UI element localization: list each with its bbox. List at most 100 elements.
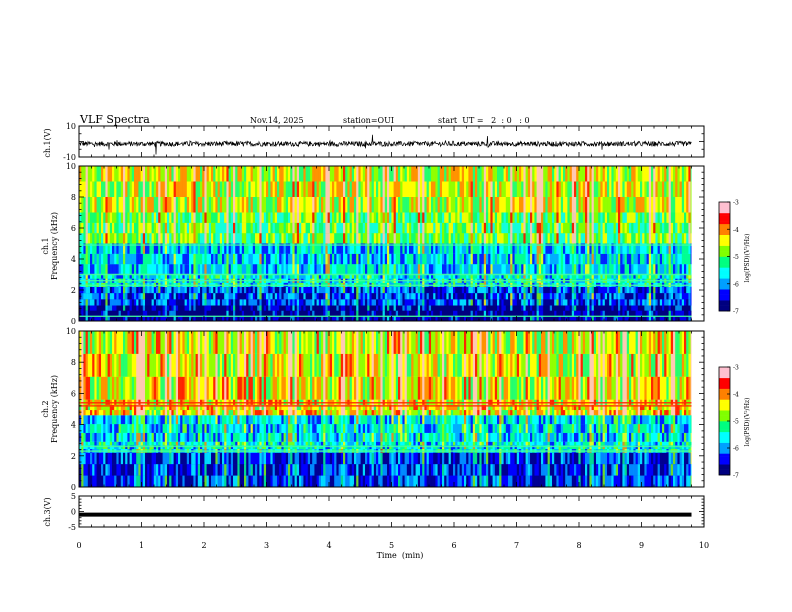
ch1-spectro-cell	[362, 253, 366, 265]
ch1-spectro-cell	[673, 305, 676, 311]
ch1-spectro-cell	[96, 286, 99, 294]
ch1-spectro-cell	[294, 243, 297, 254]
ch1-spectro-cell	[246, 233, 249, 244]
ch1-spectro-cell	[362, 181, 366, 197]
ch1-spectro-cell	[585, 305, 588, 311]
ch1-spectro-cell	[230, 253, 234, 265]
ch1-spectro-cell	[642, 293, 645, 300]
ch1-spectro-cell	[666, 310, 669, 316]
ch1-spectro-cell	[558, 315, 561, 321]
ch1-spectro-cell	[215, 299, 218, 306]
ch1-spectro-cell	[464, 243, 467, 254]
ch1-spectro-cell	[292, 222, 295, 234]
ch1-spectro-cell	[479, 233, 482, 244]
ch1-spectro-cell	[235, 310, 238, 316]
ch1-spectro-cell	[576, 286, 579, 294]
ch1-spectro-cell	[356, 299, 359, 306]
ch1-spectro-cell	[365, 293, 368, 300]
ch1-spectro-cell	[653, 166, 656, 182]
ch1-spectro-cell	[338, 233, 341, 244]
ch1-spectro-cell	[103, 212, 106, 223]
ch1-spectro-cell	[486, 293, 489, 300]
ch1-spectro-cell	[140, 293, 143, 300]
ch1-spectro-cell	[664, 299, 667, 306]
ch1-spectro-cell	[527, 310, 531, 316]
ch1-spectro-cell	[103, 286, 106, 294]
ch1-spectro-cell	[101, 286, 104, 294]
ch1-spectro-cell	[640, 293, 643, 300]
ch1-spectro-cell	[239, 197, 242, 213]
ch1-spectro-cell	[453, 212, 456, 223]
ch1-spectro-cell	[609, 305, 612, 311]
ch1-spectro-cell	[255, 233, 258, 244]
ch1-spectro-cell	[464, 253, 467, 265]
ch1-spectro-cell	[206, 181, 209, 197]
ch1-spectro-cell	[173, 264, 176, 275]
ch1-spectro-cell	[459, 305, 462, 311]
ch1-spectro-cell	[325, 222, 328, 234]
ch1-spectro-cell	[670, 315, 674, 321]
ch1-spectro-cell	[367, 253, 370, 265]
ch1-spectro-cell	[294, 212, 297, 223]
ch1-spectro-cell	[285, 299, 289, 306]
ch1-spectro-cell	[596, 299, 599, 306]
ch1-spectro-cell	[402, 299, 405, 306]
ch1-spectro-cell	[107, 315, 110, 321]
ch1-spectro-cell	[411, 274, 414, 279]
ch1-spectro-cell	[521, 212, 524, 223]
ch1-spectro-cell	[604, 197, 608, 213]
ch1-spectro-cell	[261, 264, 264, 275]
ch1-spectro-cell	[420, 299, 423, 306]
ch1-spectro-cell	[413, 197, 416, 213]
ch1-spectro-cell	[292, 233, 295, 244]
ch1-spectro-cell	[345, 293, 348, 300]
ch1-spectro-cell	[208, 166, 212, 182]
ch1-spectro-cell	[156, 166, 159, 182]
ch1-spectro-cell	[428, 243, 432, 254]
ch1-spectro-cell	[450, 222, 454, 234]
ch1-spectro-cell	[292, 212, 295, 223]
ch1-spectro-cell	[184, 181, 187, 197]
ch1-spectro-cell	[129, 264, 132, 275]
ch1-spectro-cell	[107, 299, 110, 306]
ch1-spectro-cell	[373, 310, 377, 316]
ch1-spectro-cell	[105, 233, 108, 244]
ch1-spectro-cell	[354, 181, 357, 197]
ch1-spectro-cell	[426, 181, 429, 197]
ch1-spectro-cell	[316, 233, 319, 244]
ch1-spectro-cell	[241, 253, 245, 265]
ch1-spectro-cell	[483, 243, 487, 254]
ch1-spectro-cell	[105, 243, 108, 254]
ch1-spectro-cell	[494, 305, 498, 311]
ch1-spectro-cell	[569, 264, 572, 275]
ch1-spectro-cell	[193, 166, 196, 182]
ch1-spectro-cell	[116, 286, 119, 294]
ch1-spectro-cell	[587, 181, 590, 197]
ch1-spectro-cell	[519, 243, 522, 254]
ch1-spectro-cell	[303, 293, 306, 300]
ch1-spectro-cell	[384, 274, 388, 279]
ch1-spectro-cell	[310, 212, 313, 223]
ch1-spectro-cell	[310, 315, 313, 321]
ch1-spectro-cell	[206, 274, 209, 279]
ch1-spectro-cell	[340, 274, 344, 279]
ch1-spectro-cell	[92, 166, 95, 182]
ch1-spectro-cell	[395, 181, 399, 197]
ch1-spectro-cell	[301, 274, 304, 279]
ch1-spectro-cell	[387, 181, 390, 197]
ch1-spectro-cell	[142, 212, 146, 223]
ch1-spectro-cell	[582, 315, 586, 321]
ch1-spectro-cell	[219, 166, 223, 182]
ch1-spectro-cell	[217, 181, 220, 197]
ch1-spectro-cell	[200, 253, 203, 265]
ch1-spectro-cell	[215, 310, 218, 316]
ch1-spectro-cell	[664, 166, 667, 182]
ch1-spectro-cell	[404, 166, 407, 182]
ch1-spectro-cell	[415, 233, 418, 244]
ch1-spectro-cell	[367, 264, 370, 275]
ch1-spectro-cell	[554, 293, 557, 300]
ch1-spectro-cell	[327, 181, 330, 197]
ch1-spectro-cell	[503, 264, 506, 275]
start-time-label: start UT = 2 : 0 : 0	[438, 116, 530, 125]
ch1-spectro-cell	[369, 181, 372, 197]
